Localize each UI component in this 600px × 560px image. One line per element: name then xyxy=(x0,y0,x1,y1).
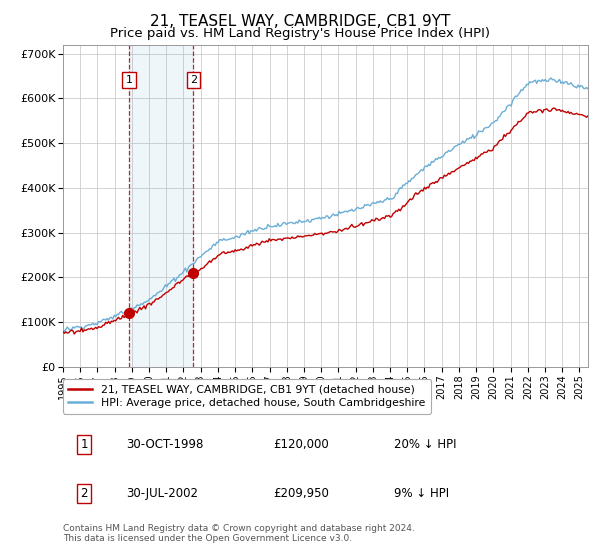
Text: 2: 2 xyxy=(80,487,88,500)
Bar xyxy=(129,45,193,367)
Text: 30-OCT-1998: 30-OCT-1998 xyxy=(126,438,203,451)
Text: 1: 1 xyxy=(125,75,133,85)
Text: 30-JUL-2002: 30-JUL-2002 xyxy=(126,487,198,500)
Text: £209,950: £209,950 xyxy=(273,487,329,500)
Text: 21, TEASEL WAY, CAMBRIDGE, CB1 9YT: 21, TEASEL WAY, CAMBRIDGE, CB1 9YT xyxy=(150,14,450,29)
Text: 20% ↓ HPI: 20% ↓ HPI xyxy=(394,438,456,451)
Text: 2: 2 xyxy=(190,75,197,85)
Text: 1: 1 xyxy=(80,438,88,451)
Legend: 21, TEASEL WAY, CAMBRIDGE, CB1 9YT (detached house), HPI: Average price, detache: 21, TEASEL WAY, CAMBRIDGE, CB1 9YT (deta… xyxy=(63,379,431,413)
Text: Price paid vs. HM Land Registry's House Price Index (HPI): Price paid vs. HM Land Registry's House … xyxy=(110,27,490,40)
Text: £120,000: £120,000 xyxy=(273,438,329,451)
Text: Contains HM Land Registry data © Crown copyright and database right 2024.
This d: Contains HM Land Registry data © Crown c… xyxy=(63,524,415,543)
Text: 9% ↓ HPI: 9% ↓ HPI xyxy=(394,487,449,500)
